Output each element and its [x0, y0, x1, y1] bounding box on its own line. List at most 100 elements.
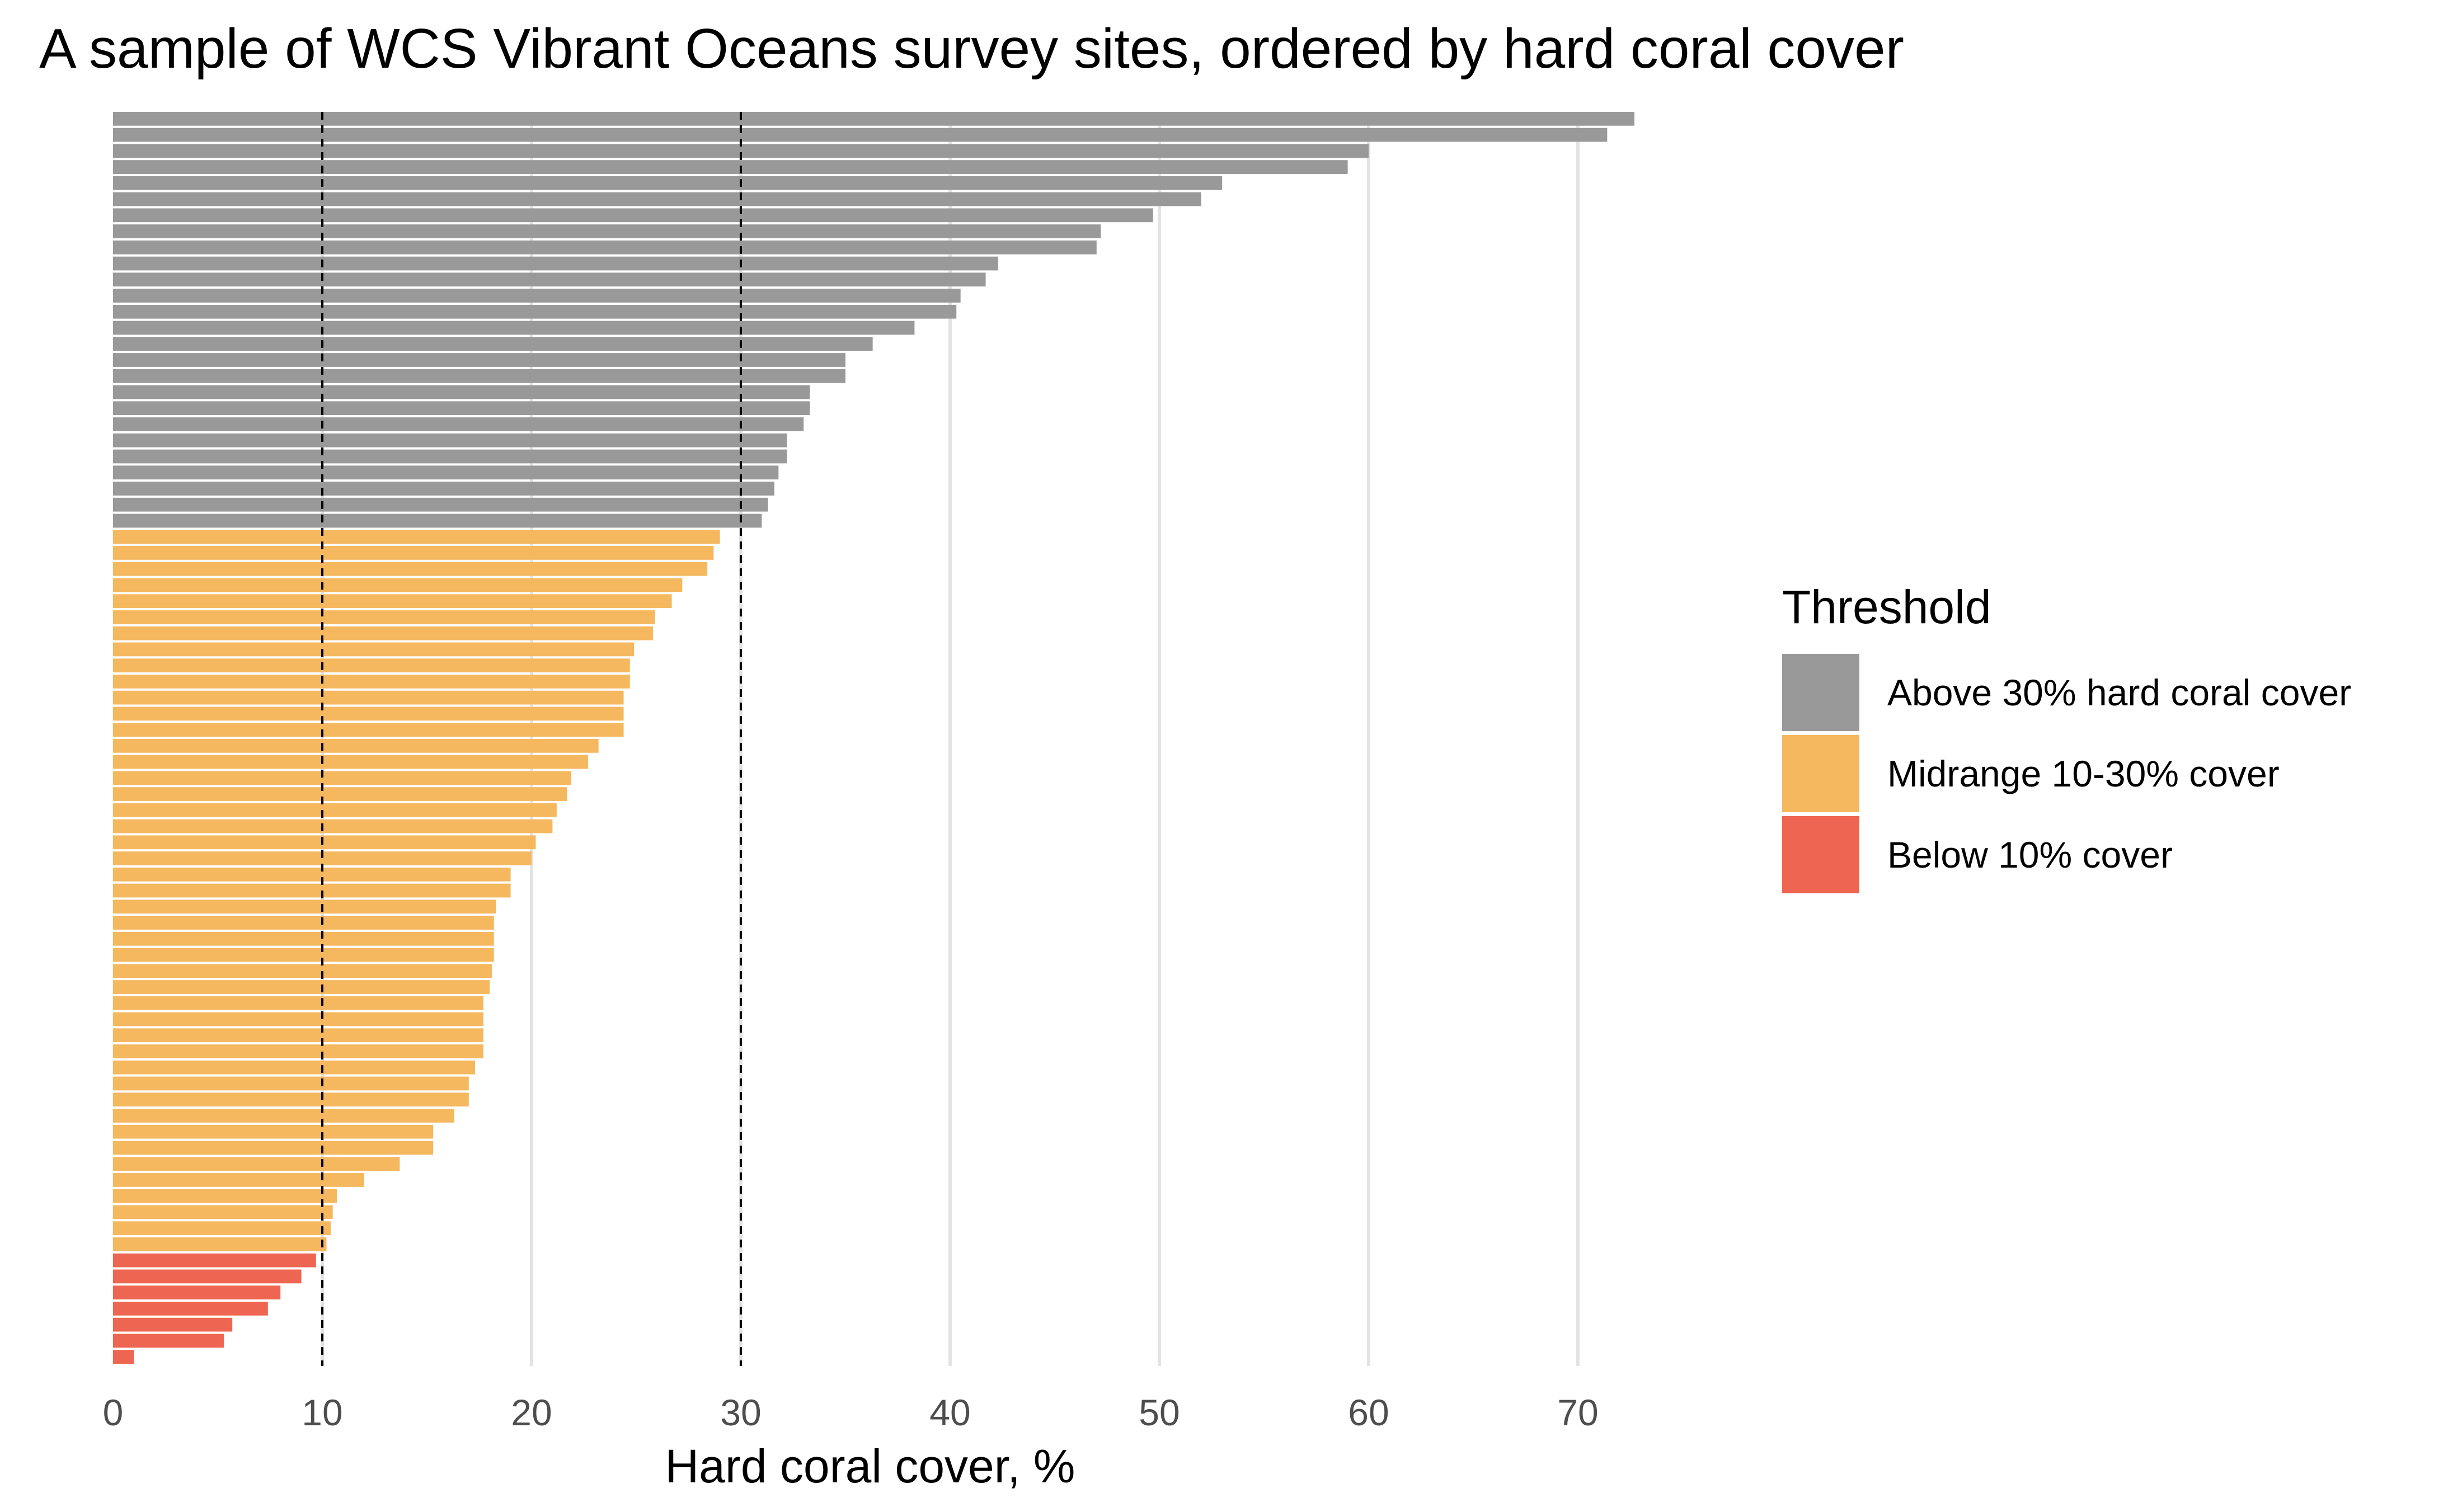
bar	[113, 304, 957, 319]
bar	[113, 1285, 281, 1300]
bar	[113, 1269, 302, 1284]
bar	[113, 1173, 364, 1187]
bar	[113, 112, 1634, 126]
bar	[113, 594, 672, 609]
bar	[113, 401, 810, 416]
bar	[113, 176, 1223, 190]
reference-lines	[321, 112, 742, 1366]
bar	[113, 658, 630, 673]
bar	[113, 1237, 327, 1251]
bar	[113, 208, 1153, 223]
bar	[113, 1302, 268, 1316]
bar	[113, 240, 1097, 255]
legend-item-midrange: Midrange 10-30% cover	[1782, 733, 2426, 814]
bar	[113, 562, 708, 576]
legend-label: Midrange 10-30% cover	[1887, 752, 2280, 794]
bar	[113, 289, 961, 303]
bar	[113, 819, 553, 833]
bar	[113, 578, 683, 592]
bar	[113, 353, 845, 367]
bar	[113, 1060, 476, 1075]
bar	[113, 433, 787, 448]
bar	[113, 996, 483, 1010]
bar	[113, 610, 655, 624]
bar	[113, 369, 845, 383]
bar	[113, 1189, 337, 1203]
bar	[113, 1350, 134, 1364]
bar	[113, 530, 720, 544]
legend-item-above-30: Above 30% hard coral cover	[1782, 652, 2426, 733]
legend-label: Below 10% cover	[1887, 833, 2173, 875]
bar	[113, 706, 624, 721]
bar	[113, 948, 494, 962]
bar	[113, 128, 1608, 142]
bar	[113, 1334, 224, 1348]
bar	[113, 1076, 469, 1091]
x-tick-label: 30	[720, 1392, 761, 1433]
x-tick-label: 10	[302, 1392, 342, 1433]
x-tick-label: 0	[103, 1392, 124, 1433]
bar	[113, 690, 624, 705]
bar	[113, 867, 511, 882]
x-tick-label: 50	[1139, 1392, 1180, 1433]
bar	[113, 931, 494, 946]
bar	[113, 192, 1201, 206]
bar	[113, 1221, 331, 1236]
bar	[113, 160, 1348, 174]
bar	[113, 916, 494, 930]
bar	[113, 1205, 333, 1219]
x-tick-label: 20	[511, 1392, 552, 1433]
bar	[113, 497, 768, 512]
bar	[113, 546, 714, 560]
bar	[113, 465, 779, 480]
bar	[113, 1124, 434, 1139]
bar	[113, 256, 999, 271]
bar	[113, 964, 492, 978]
bar	[113, 787, 567, 801]
legend-item-below-10: Below 10% cover	[1782, 814, 2426, 895]
bar	[113, 675, 630, 689]
x-axis-ticks: 0 10 20 30 40 50 60 70	[103, 1392, 1599, 1433]
x-tick-label: 70	[1557, 1392, 1598, 1433]
bar	[113, 337, 873, 351]
bar	[113, 835, 536, 850]
bar	[113, 1253, 316, 1268]
bar	[113, 1317, 233, 1332]
bar	[113, 755, 588, 769]
legend-swatch-gray	[1782, 653, 1859, 731]
bar	[113, 626, 653, 640]
bar	[113, 1028, 483, 1043]
legend-label: Above 30% hard coral cover	[1887, 671, 2352, 713]
bar	[113, 642, 635, 657]
bars	[113, 112, 1634, 1364]
bar	[113, 771, 572, 785]
bar	[113, 321, 915, 335]
x-tick-label: 60	[1348, 1392, 1389, 1433]
bar	[113, 417, 804, 431]
x-tick-label: 40	[929, 1392, 970, 1433]
bar	[113, 514, 762, 528]
legend: Threshold Above 30% hard coral cover Mid…	[1782, 579, 2426, 895]
legend-swatch-orange	[1782, 734, 1859, 812]
bar	[113, 723, 624, 737]
bar	[113, 980, 490, 994]
bar	[113, 899, 496, 914]
bar	[113, 1157, 400, 1171]
bar	[113, 272, 986, 287]
bar	[113, 224, 1101, 238]
x-axis-label: Hard coral cover, %	[665, 1440, 1075, 1492]
bar	[113, 482, 774, 496]
legend-swatch-red	[1782, 816, 1859, 893]
bar	[113, 1109, 454, 1123]
bar	[113, 1141, 434, 1155]
chart-title: A sample of WCS Vibrant Oceans survey si…	[39, 17, 1904, 80]
bar	[113, 1012, 483, 1026]
bar	[113, 1044, 483, 1058]
bar	[113, 883, 511, 898]
bar	[113, 385, 810, 399]
bar	[113, 449, 787, 464]
bar	[113, 739, 599, 753]
bar	[113, 1092, 469, 1107]
bar	[113, 803, 557, 817]
